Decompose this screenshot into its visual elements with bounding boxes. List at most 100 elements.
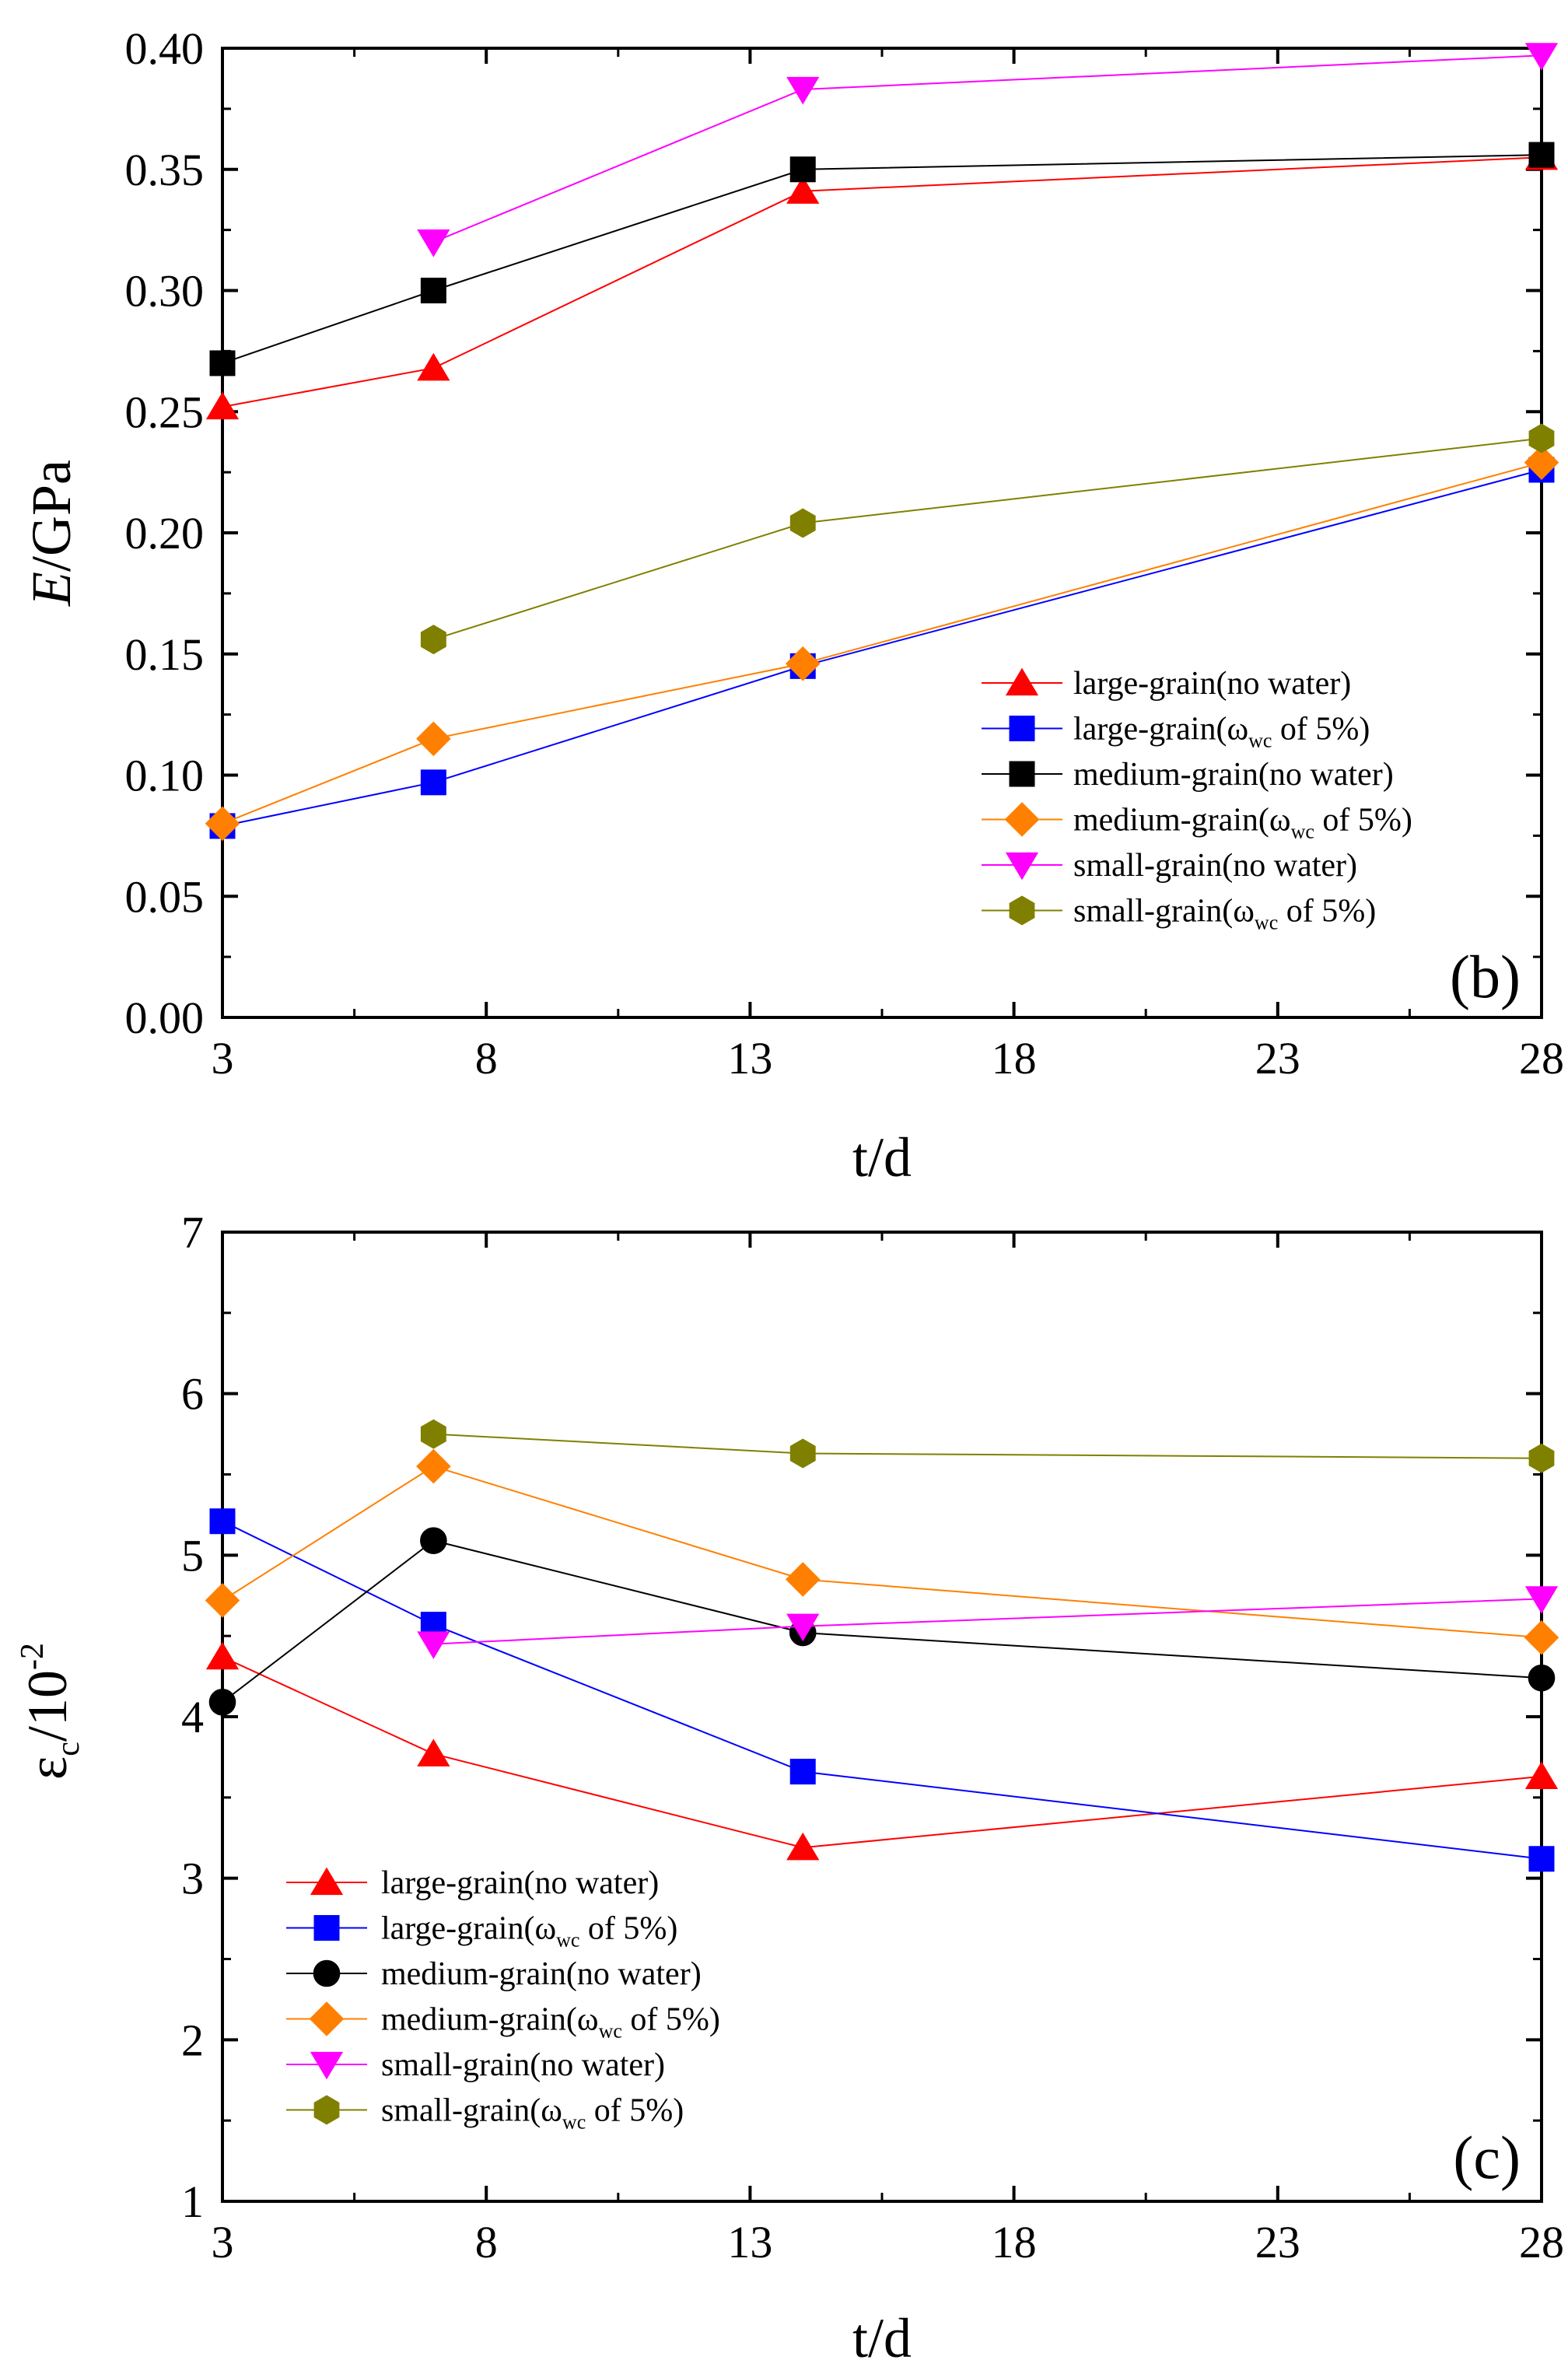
legend-entry: small-grain(no water)	[982, 848, 1357, 884]
data-point-marker	[789, 1438, 816, 1469]
data-point-marker	[1528, 1846, 1555, 1872]
x-tick-label: 28	[1519, 2217, 1564, 2267]
series-4	[205, 445, 1559, 842]
data-point-marker	[209, 1508, 236, 1535]
y-axis-ticks: 0.00 0.05 0.10 0.15 0.20 0.25 0.30 0.35 0.40	[125, 23, 1542, 1043]
x-tick-label: 23	[1255, 2217, 1300, 2267]
data-point-marker	[209, 350, 236, 376]
x-tick-label: 13	[727, 1033, 772, 1084]
series-line	[433, 1598, 1542, 1645]
legend: large-grain(no water) large-grain(ωwc of …	[286, 1865, 720, 2134]
series-1	[205, 142, 1559, 420]
legend-label-part: small-grain(ω	[381, 2093, 562, 2129]
legend-entry: medium-grain(ωwc of 5%)	[286, 2001, 720, 2043]
legend-marker	[313, 1959, 341, 1987]
y-axis-title: εc/10-2	[15, 1643, 86, 1780]
y-tick-label: 0.05	[125, 871, 205, 922]
legend-entry: small-grain(no water)	[286, 2047, 665, 2083]
legend-marker	[1005, 667, 1039, 696]
series-line	[433, 1433, 1542, 1459]
data-point-marker	[417, 1738, 450, 1766]
panel-b: 3 8 13 18 23 280.000.050.100.150.200.250.300.…	[20, 23, 1564, 1189]
legend-marker	[310, 2051, 344, 2080]
series-1	[205, 1641, 1559, 1861]
y-tick-label: 6	[181, 1369, 204, 1420]
data-point-marker	[417, 229, 450, 257]
data-point-marker	[1528, 1664, 1556, 1692]
y-axis-ticks: 1 2 3 4 5 6 7	[181, 1207, 1542, 2227]
panel-label: (c)	[1453, 2124, 1521, 2191]
y-axis-title-unit: /10	[16, 1670, 79, 1742]
series-line	[433, 437, 1542, 641]
legend-entry: medium-grain(no water)	[286, 1956, 702, 1992]
x-tick-label: 3	[212, 1033, 234, 1084]
series-2	[209, 1508, 1555, 1872]
x-tick-label: 23	[1255, 1033, 1300, 1084]
x-axis-ticks: 3 8 13 18 23 28	[212, 1232, 1564, 2267]
legend-label: large-grain(no water)	[381, 1865, 659, 1901]
data-point-marker	[1528, 1443, 1555, 1473]
legend-label: medium-grain(no water)	[1073, 757, 1394, 793]
series-line	[222, 1520, 1542, 1860]
series-line	[222, 461, 1542, 825]
data-point-marker	[208, 1689, 236, 1716]
legend-label: large-grain(ωwc of 5%)	[1073, 712, 1370, 752]
data-point-marker	[786, 176, 820, 204]
data-point-marker	[786, 76, 820, 105]
legend-marker	[1009, 895, 1035, 926]
series-6	[420, 423, 1555, 655]
legend-label-part: of 5%)	[1272, 712, 1370, 748]
legend-label-part: of 5%)	[1314, 803, 1412, 839]
data-point-marker	[416, 1448, 451, 1484]
x-tick-label: 18	[992, 2217, 1037, 2267]
legend-label: small-grain(ωwc of 5%)	[1073, 894, 1376, 934]
y-tick-label: 0.15	[125, 629, 205, 680]
legend-label: small-grain(ωwc of 5%)	[381, 2093, 684, 2134]
legend: large-grain(no water) large-grain(ωwc of …	[982, 666, 1412, 934]
legend-label-part: small-grain(ω	[1073, 894, 1255, 930]
data-point-marker	[420, 1419, 446, 1449]
x-tick-label: 8	[475, 2217, 498, 2267]
data-point-marker	[417, 1631, 450, 1659]
legend-entry: small-grain(ωwc of 5%)	[286, 2093, 684, 2134]
data-point-marker	[420, 625, 446, 655]
y-tick-label: 5	[181, 1530, 204, 1581]
data-point-marker	[1528, 142, 1555, 168]
y-tick-label: 0.30	[125, 266, 205, 317]
y-tick-label: 3	[181, 1854, 204, 1904]
x-tick-label: 3	[212, 2217, 234, 2267]
series-3	[208, 1527, 1556, 1716]
legend-entry: medium-grain(ωwc of 5%)	[982, 802, 1412, 843]
data-point-marker	[785, 646, 821, 681]
x-axis-ticks: 3 8 13 18 23 28	[212, 48, 1564, 1084]
data-point-marker	[789, 1759, 816, 1785]
y-tick-label: 0.35	[125, 145, 205, 195]
legend-label-part: of 5%)	[579, 1911, 677, 1947]
data-point-marker	[205, 1583, 240, 1618]
data-point-marker	[416, 721, 451, 757]
legend-label: large-grain(ωwc of 5%)	[381, 1911, 677, 1952]
legend-entry: large-grain(ωwc of 5%)	[286, 1911, 677, 1952]
legend-entry: large-grain(no water)	[982, 666, 1351, 702]
legend-entry: large-grain(ωwc of 5%)	[982, 712, 1370, 752]
series-4	[205, 1448, 1559, 1655]
legend-marker	[1005, 852, 1039, 881]
series-3	[209, 142, 1555, 376]
legend-label-subscript: wc	[562, 2111, 586, 2134]
legend-label: small-grain(no water)	[381, 2047, 665, 2083]
data-point-marker	[205, 1641, 240, 1670]
legend-marker	[1009, 716, 1035, 741]
x-tick-label: 28	[1519, 1033, 1564, 1084]
legend-entry: medium-grain(no water)	[982, 757, 1394, 793]
legend-label-part: medium-grain(ω	[381, 2002, 599, 2038]
legend-label-subscript: wc	[1255, 912, 1278, 934]
legend-entry: small-grain(ωwc of 5%)	[982, 894, 1376, 934]
y-axis-title-superscript: -2	[15, 1643, 51, 1670]
data-point-marker	[1528, 423, 1555, 453]
y-tick-label: 0.00	[125, 993, 205, 1043]
series-group	[205, 43, 1559, 842]
series-line	[222, 469, 1542, 827]
legend-label-subscript: wc	[1248, 730, 1272, 752]
data-point-marker	[205, 391, 240, 420]
